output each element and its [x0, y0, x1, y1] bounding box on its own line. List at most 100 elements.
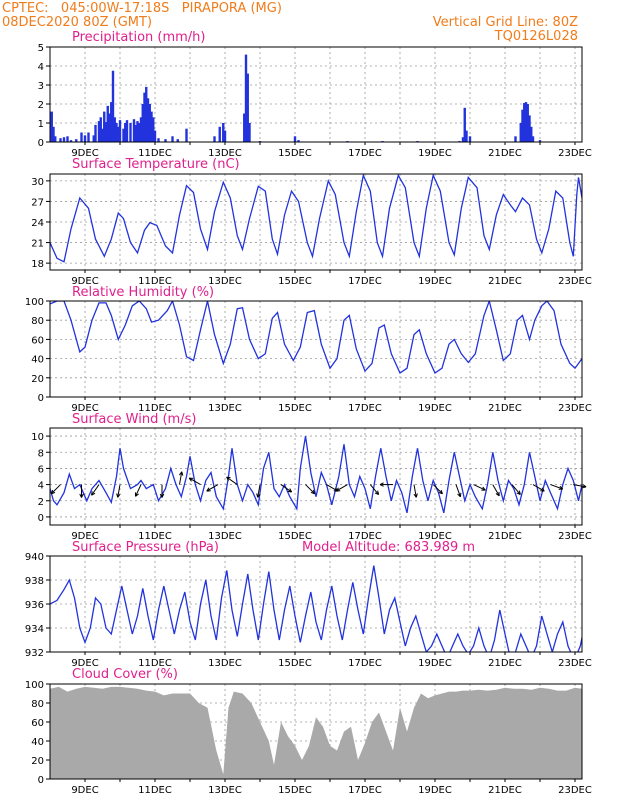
- precipitation-ytick-label-0: 0: [38, 138, 44, 149]
- surface-pressure-ytick-label-3: 938: [25, 576, 44, 587]
- surface-wind-line: [50, 435, 582, 514]
- cloud-cover-xtick-label-1: 11DEC: [138, 785, 172, 796]
- wind-arrow-21: [492, 484, 500, 497]
- precipitation-bar-9: [83, 135, 87, 142]
- precipitation-bar-67: [514, 136, 517, 142]
- precipitation-bar-46: [176, 139, 179, 142]
- relative-humidity-ytick-label-0: 0: [38, 393, 44, 404]
- surface-wind-ytick-label-0: 0: [38, 513, 44, 524]
- precipitation-xtick-label-3: 15DEC: [278, 148, 312, 159]
- cloud-cover-xtick-label-6: 21DEC: [488, 785, 522, 796]
- precipitation-xtick-label-2: 13DEC: [208, 148, 242, 159]
- precipitation-bar-14: [99, 117, 102, 142]
- precipitation-bar-11: [92, 135, 95, 142]
- precipitation-ytick-label-2: 2: [38, 100, 44, 111]
- surface-pressure-ytick-label-1: 934: [25, 624, 44, 635]
- precipitation-bar-75: [531, 136, 535, 142]
- model-altitude-annotation: Model Altitude: 683.989 m: [302, 540, 475, 555]
- wind-arrow-7: [188, 477, 201, 486]
- wind-arrow-11: [280, 484, 293, 493]
- surface-wind-xtick-label-3: 15DEC: [278, 531, 312, 542]
- surface-temperature-xtick-label-1: 11DEC: [138, 276, 172, 287]
- surface-wind-ytick-label-4: 8: [38, 448, 44, 459]
- cloud-cover-ytick-label-2: 40: [31, 737, 44, 748]
- surface-wind-ytick-label-5: 10: [31, 432, 44, 443]
- cloud-cover-xtick-label-3: 15DEC: [278, 785, 312, 796]
- precipitation-bar-41: [152, 117, 155, 142]
- precipitation-bar-20: [110, 102, 113, 142]
- header-model-id: TQ0126L028: [494, 29, 578, 44]
- precipitation-bar-76: [538, 140, 542, 142]
- cloud-cover-ytick-label-4: 80: [31, 699, 44, 710]
- wind-arrow-15: [369, 484, 380, 495]
- precipitation-bar-1: [52, 126, 55, 142]
- precipitation-bar-44: [164, 139, 167, 142]
- precipitation-bar-22: [113, 117, 116, 142]
- surface-temperature-xtick-label-5: 19DEC: [418, 276, 452, 287]
- surface-pressure-xtick-label-6: 21DEC: [488, 658, 522, 669]
- precipitation-bar-27: [124, 123, 127, 142]
- precipitation-bar-29: [129, 123, 132, 142]
- precipitation-bar-49: [218, 126, 221, 142]
- precipitation-bar-38: [146, 98, 150, 142]
- surface-wind-frame: [49, 427, 583, 526]
- cloud-cover-title: Cloud Cover (%): [72, 667, 178, 682]
- relative-humidity-panel: Relative Humidity (%) 0 20 40 60 80 100 9DEC 11…: [25, 285, 592, 414]
- surface-pressure-xtick-label-7: 23DEC: [558, 658, 592, 669]
- surface-wind-xtick-label-0: 9DEC: [71, 531, 98, 542]
- precipitation-bar-32: [136, 121, 139, 142]
- wind-arrow-22: [511, 484, 521, 495]
- precipitation-bar-39: [148, 104, 151, 142]
- precipitation-bar-10: [87, 132, 90, 142]
- precipitation-bar-70: [523, 103, 526, 142]
- precipitation-xtick-label-5: 19DEC: [418, 148, 452, 159]
- surface-temperature-ytick-label-0: 18: [31, 259, 44, 270]
- precipitation-bar-15: [101, 128, 104, 142]
- surface-pressure-title: Surface Pressure (hPa): [72, 540, 219, 555]
- precipitation-bar-26: [122, 128, 125, 142]
- header-vertical-grid-line: Vertical Grid Line: 80Z: [433, 15, 578, 30]
- precipitation-bar-17: [104, 122, 108, 142]
- precipitation-bar-0: [50, 111, 53, 142]
- precipitation-bar-2: [54, 136, 57, 142]
- cloud-cover-xtick-label-5: 19DEC: [418, 785, 452, 796]
- surface-temperature-title: Surface Temperature (nC): [72, 157, 240, 172]
- surface-temperature-panel: Surface Temperature (nC) 18 21 24 27 30 9DEC 1…: [31, 157, 592, 287]
- surface-temperature-xtick-label-0: 9DEC: [71, 276, 98, 287]
- wind-arrow-24: [550, 484, 564, 490]
- relative-humidity-xtick-label-7: 23DEC: [558, 403, 592, 414]
- precipitation-panel: Precipitation (mm/h) 0 1 2 3 4 5 9DEC 11DEC 13DE…: [38, 30, 592, 159]
- precipitation-bar-71: [524, 102, 528, 142]
- precipitation-bar-57: [293, 136, 297, 142]
- precipitation-xtick-label-6: 21DEC: [488, 148, 522, 159]
- relative-humidity-xtick-label-5: 19DEC: [418, 403, 452, 414]
- precipitation-bar-30: [132, 119, 136, 142]
- cloud-cover-frame: [49, 683, 583, 780]
- cloud-cover-ytick-label-3: 60: [31, 718, 44, 729]
- surface-wind-ytick-label-3: 6: [38, 464, 44, 475]
- precipitation-bar-40: [150, 111, 153, 142]
- cloud-cover-panel: Cloud Cover (%) 0 20 40 60 80 100 9DEC 11DEC 13D…: [25, 667, 592, 796]
- surface-pressure-ytick-label-2: 936: [25, 600, 44, 611]
- precipitation-bar-7: [75, 139, 78, 142]
- surface-temperature-line: [50, 174, 582, 263]
- precipitation-bar-53: [244, 54, 248, 142]
- precipitation-xtick-label-0: 9DEC: [71, 148, 98, 159]
- relative-humidity-xtick-label-3: 15DEC: [278, 403, 312, 414]
- cloud-cover-xtick-label-7: 23DEC: [558, 785, 592, 796]
- wind-arrow-5: [159, 484, 165, 498]
- precipitation-title: Precipitation (mm/h): [72, 30, 205, 45]
- precipitation-bar-54: [246, 73, 249, 142]
- wind-arrow-2: [91, 484, 100, 496]
- precipitation-bar-8: [80, 132, 83, 142]
- wind-arrow-9: [226, 476, 238, 485]
- relative-humidity-xtick-label-6: 21DEC: [488, 403, 522, 414]
- relative-humidity-title: Relative Humidity (%): [72, 285, 214, 300]
- surface-temperature-ytick-label-1: 21: [31, 239, 44, 250]
- surface-wind-ytick-label-1: 2: [38, 497, 44, 508]
- surface-wind-panel: Surface Wind (m/s) 0 2 4 6 8 10 9DEC 11DEC 13DEC…: [31, 412, 592, 542]
- precipitation-bar-42: [153, 130, 157, 142]
- surface-pressure-ytick-label-0: 932: [25, 648, 44, 659]
- precipitation-bar-64: [463, 107, 466, 142]
